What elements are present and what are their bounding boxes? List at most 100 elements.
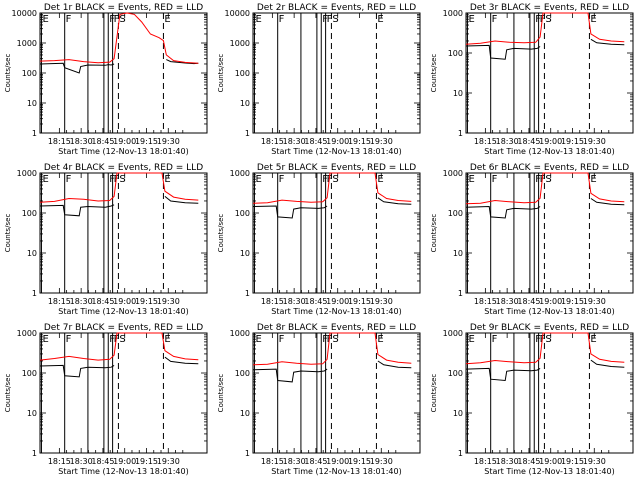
x-tick-label: 18:30 <box>70 297 93 306</box>
event-marker-label: E <box>42 174 48 185</box>
y-tick-label: 10 <box>27 409 37 418</box>
events-series-line <box>252 205 328 219</box>
lld-series-line <box>39 172 199 203</box>
x-tick-label: 18:30 <box>70 137 93 146</box>
y-tick-label: 1000 <box>230 169 250 178</box>
y-tick-label: 100 <box>448 209 463 218</box>
panel-title: Det 3r BLACK = Events, RED = LLD <box>470 3 629 13</box>
x-tick-label: 19:15 <box>135 137 158 146</box>
x-tick-label: 18:15 <box>474 137 497 146</box>
events-series-line <box>590 359 625 368</box>
events-series-line <box>164 356 199 365</box>
events-series-line <box>377 197 412 205</box>
x-tick-label: 18:15 <box>48 457 71 466</box>
x-tick-label: 19:00 <box>326 297 349 306</box>
x-tick-label: 19:00 <box>539 137 562 146</box>
lld-series-line <box>465 332 625 365</box>
x-tick-label: 19:15 <box>348 297 371 306</box>
y-tick-label: 1 <box>245 289 250 298</box>
y-tick-label: 100 <box>22 369 37 378</box>
panel-title: Det 7r BLACK = Events, RED = LLD <box>44 323 203 333</box>
y-axis-label: Counts/sec <box>217 374 225 413</box>
lld-series-line <box>39 12 199 64</box>
y-axis-label: Counts/sec <box>217 214 225 253</box>
x-tick-label: 18:45 <box>91 297 114 306</box>
event-marker-label: F <box>66 174 72 185</box>
x-tick-label: 19:00 <box>326 137 349 146</box>
event-marker-label: E <box>255 174 261 185</box>
y-axis-label: Counts/sec <box>430 54 438 93</box>
y-tick-label: 10 <box>453 249 463 258</box>
event-marker-label: F <box>66 334 72 345</box>
x-tick-label: 18:45 <box>304 297 327 306</box>
lld-series-line <box>465 12 625 45</box>
x-axis-label: Start Time (12-Nov-13 18:01:40) <box>271 307 401 316</box>
panel-title: Det 2r BLACK = Events, RED = LLD <box>257 3 416 13</box>
x-tick-label: 19:30 <box>157 137 180 146</box>
event-marker-label: E <box>590 174 596 185</box>
events-series-line <box>465 205 541 219</box>
y-tick-label: 1 <box>32 129 37 138</box>
x-tick-label: 19:15 <box>561 297 584 306</box>
y-tick-label: 1000 <box>443 169 463 178</box>
x-tick-label: 18:30 <box>496 297 519 306</box>
panel-det-1: Det 1r BLACK = Events, RED = LLD 1 10 100 10… <box>4 3 208 156</box>
x-tick-label: 19:00 <box>113 137 136 146</box>
x-tick-label: 18:15 <box>474 457 497 466</box>
event-marker-label: F <box>279 334 285 345</box>
y-tick-label: 100 <box>448 369 463 378</box>
panel-title: Det 4r BLACK = Events, RED = LLD <box>44 163 203 173</box>
x-tick-label: 19:30 <box>583 457 606 466</box>
y-tick-label: 1 <box>458 289 463 298</box>
event-marker-label: E <box>590 334 596 345</box>
x-tick-label: 18:30 <box>496 457 519 466</box>
event-marker-label: S <box>332 334 338 345</box>
x-axis-label: Start Time (12-Nov-13 18:01:40) <box>484 467 614 476</box>
x-tick-label: 18:30 <box>496 137 519 146</box>
y-tick-label: 100 <box>22 209 37 218</box>
panel-title: Det 5r BLACK = Events, RED = LLD <box>257 163 416 173</box>
y-tick-label: 10 <box>240 249 250 258</box>
x-tick-label: 18:45 <box>517 137 540 146</box>
events-series-line <box>465 367 541 382</box>
y-tick-label: 1 <box>245 129 250 138</box>
y-axis-label: Counts/sec <box>217 54 225 93</box>
x-tick-label: 18:15 <box>474 297 497 306</box>
y-axis-label: Counts/sec <box>4 214 12 253</box>
panel-title: Det 8r BLACK = Events, RED = LLD <box>257 323 416 333</box>
x-tick-label: 18:15 <box>48 137 71 146</box>
events-series-line <box>39 204 115 217</box>
y-tick-label: 1000 <box>230 329 250 338</box>
y-tick-label: 100 <box>235 369 250 378</box>
x-axis-label: Start Time (12-Nov-13 18:01:40) <box>484 147 614 156</box>
event-marker-label: E <box>468 334 474 345</box>
y-tick-label: 10000 <box>12 9 37 18</box>
y-tick-label: 10 <box>453 409 463 418</box>
y-tick-label: 100 <box>235 69 250 78</box>
event-marker-label: S <box>119 334 125 345</box>
x-tick-label: 19:00 <box>113 297 136 306</box>
panel-det-9: Det 9r BLACK = Events, RED = LLD 1 10 100 10… <box>430 323 634 476</box>
x-tick-label: 19:15 <box>135 457 158 466</box>
x-tick-label: 18:45 <box>304 457 327 466</box>
event-marker-label: E <box>42 334 48 345</box>
y-tick-label: 1 <box>458 449 463 458</box>
event-marker-label: F <box>66 14 72 25</box>
x-tick-label: 18:30 <box>283 137 306 146</box>
x-tick-label: 18:45 <box>304 137 327 146</box>
event-marker-label: E <box>164 334 170 345</box>
event-marker-label: S <box>332 14 338 25</box>
event-marker-label: E <box>255 14 261 25</box>
x-tick-label: 19:30 <box>370 137 393 146</box>
x-axis-label: Start Time (12-Nov-13 18:01:40) <box>484 307 614 316</box>
event-marker-label: S <box>119 174 125 185</box>
event-marker-label: E <box>255 334 261 345</box>
event-marker-label: E <box>164 174 170 185</box>
event-marker-label: F <box>279 14 285 25</box>
panel-det-6: Det 6r BLACK = Events, RED = LLD 1 10 100 10… <box>430 163 634 316</box>
event-marker-label: F <box>327 14 333 25</box>
panel-title: Det 1r BLACK = Events, RED = LLD <box>44 3 203 13</box>
event-marker-label: E <box>164 14 170 25</box>
panel-title: Det 6r BLACK = Events, RED = LLD <box>470 163 629 173</box>
